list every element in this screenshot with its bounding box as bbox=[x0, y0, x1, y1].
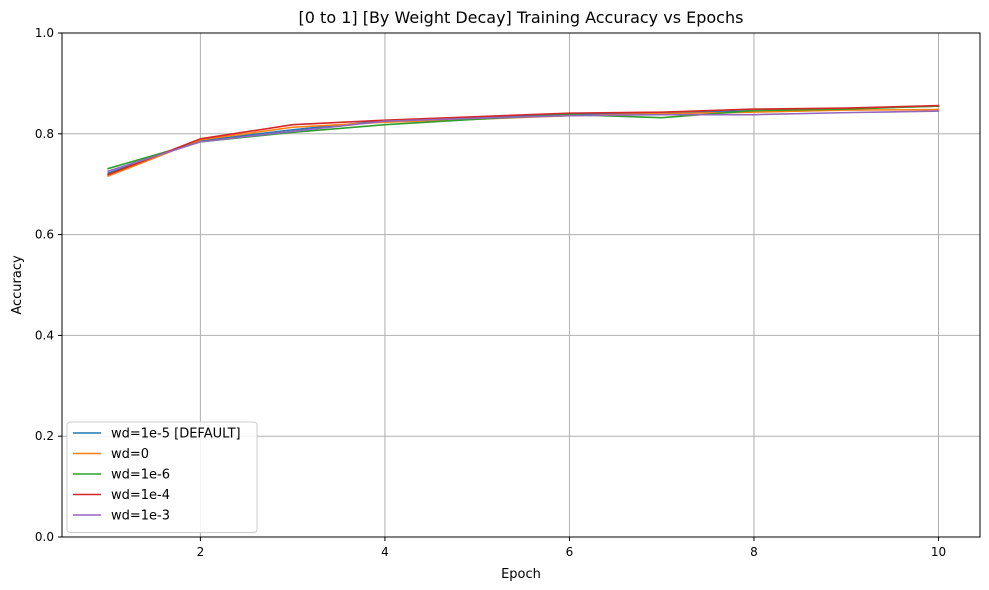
legend-entry-label: wd=1e-5 [DEFAULT] bbox=[111, 427, 241, 442]
y-axis-label: Accuracy bbox=[10, 255, 25, 315]
legend-entry-label: wd=1e-3 bbox=[111, 509, 170, 524]
legend: wd=1e-5 [DEFAULT] wd=0 wd=1e-6 wd=1e-4 wd=1e… bbox=[66, 421, 258, 533]
series-lines bbox=[107, 104, 940, 178]
chart-title: [0 to 1] [By Weight Decay] Training Accu… bbox=[299, 8, 744, 27]
legend-entry-label: wd=1e-4 bbox=[111, 488, 170, 503]
x-axis-label: Epoch bbox=[501, 567, 541, 582]
x-tick-label: 2 bbox=[197, 545, 205, 559]
y-tick-label: 0.0 bbox=[35, 530, 54, 544]
series-line-1 bbox=[107, 108, 940, 178]
y-tick-label: 1.0 bbox=[35, 26, 54, 40]
series-line-4 bbox=[107, 110, 940, 173]
y-tick-label: 0.4 bbox=[35, 328, 54, 342]
legend-entry-label: wd=1e-6 bbox=[111, 468, 170, 483]
legend-entry-label: wd=0 bbox=[111, 447, 149, 462]
y-tick-label: 0.2 bbox=[35, 429, 54, 443]
x-tick-label: 6 bbox=[566, 545, 574, 559]
plot-area-frame bbox=[61, 32, 981, 538]
x-tick-label: 4 bbox=[381, 545, 389, 559]
y-tick-label: 0.6 bbox=[35, 228, 54, 242]
y-tick-label: 0.8 bbox=[35, 127, 54, 141]
x-axis-ticks: 2 4 6 8 10 bbox=[197, 537, 946, 559]
x-tick-label: 10 bbox=[931, 545, 946, 559]
series-line-3 bbox=[107, 104, 940, 176]
x-tick-label: 8 bbox=[750, 545, 758, 559]
y-axis-ticks: 0.0 0.2 0.4 0.6 0.8 1.0 bbox=[35, 26, 62, 544]
legend-box bbox=[66, 421, 258, 533]
